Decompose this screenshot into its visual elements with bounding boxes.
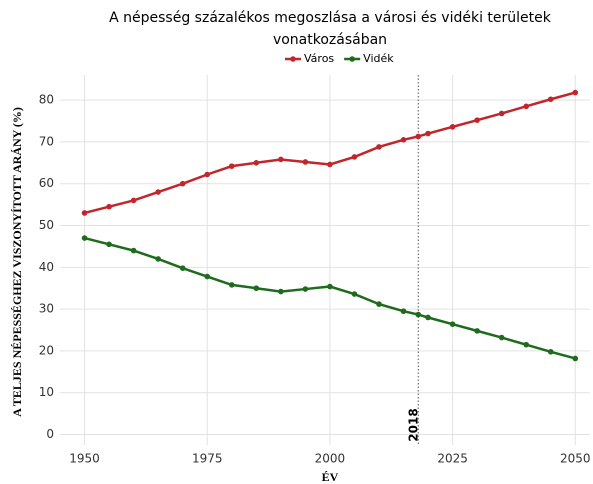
data-point bbox=[415, 133, 422, 140]
y-tick-label: 10 bbox=[39, 385, 54, 399]
data-point bbox=[81, 210, 88, 216]
data-point bbox=[155, 189, 161, 195]
data-point bbox=[204, 171, 211, 178]
x-tick-label: 2000 bbox=[315, 452, 346, 466]
data-point bbox=[106, 203, 112, 210]
series-line bbox=[84, 236, 576, 360]
data-point bbox=[547, 348, 554, 355]
data-point bbox=[400, 308, 407, 315]
data-point bbox=[498, 110, 505, 117]
data-point bbox=[253, 159, 260, 166]
data-point bbox=[179, 180, 186, 187]
annotation: 2018 bbox=[407, 408, 421, 441]
y-tick-label: 0 bbox=[46, 427, 54, 441]
data-point bbox=[155, 256, 161, 262]
x-tick-label: 2025 bbox=[437, 452, 468, 466]
data-point bbox=[351, 154, 358, 160]
data-point bbox=[425, 314, 431, 321]
data-point bbox=[253, 285, 260, 292]
chart-title: vonatkozásában bbox=[273, 32, 387, 48]
x-tick-label: 1975 bbox=[192, 452, 223, 466]
y-tick-label: 70 bbox=[39, 134, 54, 148]
data-point bbox=[278, 156, 284, 163]
data-point bbox=[523, 103, 530, 110]
x-tick-label: 1950 bbox=[69, 452, 100, 466]
data-point bbox=[106, 241, 112, 248]
data-point bbox=[425, 130, 431, 137]
data-point bbox=[415, 311, 422, 318]
series-line bbox=[84, 91, 576, 215]
y-axis-label: A TELJES NÉPESSÉGHEZ VISZONYÍTOTT ARÁNY … bbox=[10, 107, 24, 417]
data-point bbox=[523, 341, 530, 348]
x-axis-label: ÉV bbox=[322, 470, 339, 484]
y-tick-label: 80 bbox=[39, 93, 54, 107]
data-point bbox=[474, 328, 480, 334]
data-point bbox=[302, 159, 309, 165]
data-point bbox=[547, 96, 554, 103]
chart-title: A népesség százalékos megoszlása a város… bbox=[109, 10, 552, 26]
data-point bbox=[449, 124, 456, 130]
y-tick-label: 20 bbox=[39, 343, 54, 357]
data-point bbox=[327, 161, 333, 168]
data-point bbox=[351, 291, 358, 297]
data-point bbox=[572, 355, 579, 362]
data-point bbox=[179, 265, 186, 271]
data-point bbox=[327, 283, 333, 290]
data-point bbox=[376, 301, 382, 307]
data-point bbox=[278, 288, 284, 295]
y-tick-label: 50 bbox=[39, 218, 54, 232]
data-point bbox=[130, 247, 137, 254]
data-point bbox=[572, 89, 579, 96]
data-point bbox=[449, 321, 456, 327]
legend-swatch bbox=[349, 56, 355, 62]
data-point bbox=[302, 286, 309, 292]
data-point bbox=[81, 235, 88, 241]
y-tick-label: 40 bbox=[39, 260, 54, 274]
data-point bbox=[228, 163, 235, 169]
data-point bbox=[130, 197, 137, 204]
data-point bbox=[376, 144, 382, 150]
data-point bbox=[474, 117, 480, 123]
data-point bbox=[498, 334, 505, 341]
legend-swatch bbox=[290, 56, 296, 62]
legend-label: Város bbox=[304, 52, 334, 65]
y-tick-label: 30 bbox=[39, 302, 54, 316]
x-tick-label: 2050 bbox=[560, 452, 591, 466]
data-point bbox=[400, 137, 407, 143]
legend-label: Vidék bbox=[363, 52, 394, 65]
y-tick-label: 60 bbox=[39, 176, 54, 190]
data-point bbox=[204, 273, 211, 280]
data-point bbox=[228, 282, 235, 288]
